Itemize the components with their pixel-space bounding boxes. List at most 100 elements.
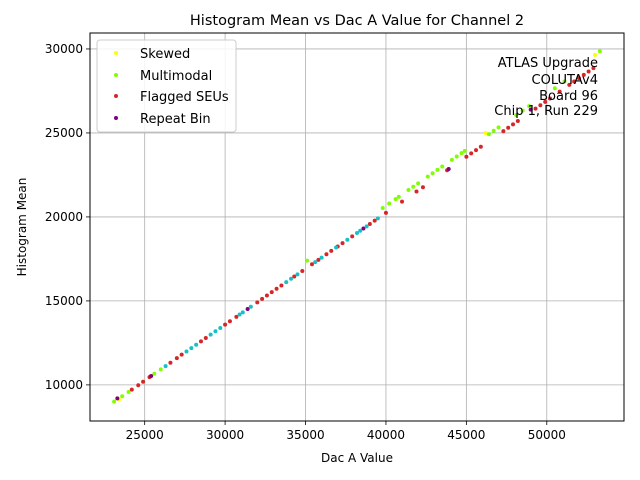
x-tick-label: 50000 bbox=[528, 428, 566, 442]
annotation-line-4: Chip 1, Run 229 bbox=[494, 104, 598, 119]
data-point-multimodal bbox=[430, 171, 435, 176]
data-point-flagged-seus bbox=[168, 360, 173, 365]
data-point-series-4 bbox=[319, 255, 324, 260]
data-point-flagged-seus bbox=[136, 383, 141, 388]
legend-label-repeat-bin: Repeat Bin bbox=[140, 112, 211, 127]
data-point-flagged-seus bbox=[591, 66, 596, 71]
y-tick-label: 20000 bbox=[45, 210, 83, 224]
data-point-flagged-seus bbox=[279, 283, 284, 288]
data-point-series-4 bbox=[375, 216, 380, 221]
data-point-series-4 bbox=[237, 312, 242, 317]
annotation-line-2: COLUTAv4 bbox=[532, 73, 598, 88]
data-point-multimodal bbox=[520, 108, 525, 113]
data-point-flagged-seus bbox=[316, 257, 321, 262]
data-point-series-4 bbox=[163, 364, 168, 369]
data-point-flagged-seus bbox=[533, 106, 538, 111]
x-tick-label: 30000 bbox=[206, 428, 244, 442]
data-point-flagged-seus bbox=[292, 274, 297, 279]
data-point-multimodal bbox=[440, 164, 445, 169]
data-point-skewed bbox=[593, 52, 598, 57]
data-point-multimodal bbox=[459, 151, 464, 156]
data-point-repeat-bin bbox=[361, 226, 366, 231]
y-tick-label: 25000 bbox=[45, 126, 83, 140]
data-point-multimodal bbox=[380, 206, 385, 211]
data-point-flagged-seus bbox=[372, 218, 377, 223]
data-point-series-4 bbox=[313, 260, 318, 265]
data-point-multimodal bbox=[491, 128, 496, 133]
data-point-flagged-seus bbox=[506, 125, 511, 130]
data-point-flagged-seus bbox=[515, 119, 520, 124]
data-point-flagged-seus bbox=[174, 356, 179, 361]
data-point-series-4 bbox=[364, 224, 369, 229]
data-point-flagged-seus bbox=[260, 296, 265, 301]
data-point-flagged-seus bbox=[264, 293, 269, 298]
data-point-series-4 bbox=[334, 245, 339, 250]
data-point-series-4 bbox=[208, 332, 213, 337]
data-point-flagged-seus bbox=[198, 339, 203, 344]
legend-label-flagged-seus: Flagged SEUs bbox=[140, 90, 229, 105]
data-point-multimodal bbox=[387, 201, 392, 206]
data-point-flagged-seus bbox=[255, 300, 260, 305]
data-point-flagged-seus bbox=[324, 252, 329, 257]
data-point-multimodal bbox=[152, 371, 157, 376]
data-point-series-4 bbox=[218, 325, 223, 330]
data-point-flagged-seus bbox=[203, 336, 208, 341]
legend: Skewed Multimodal Flagged SEUs Repeat Bi… bbox=[96, 39, 237, 133]
legend-marker-multimodal bbox=[114, 73, 118, 77]
x-tick-label: 25000 bbox=[126, 428, 164, 442]
data-point-flagged-seus bbox=[414, 189, 419, 194]
y-tick-label: 30000 bbox=[45, 42, 83, 56]
data-point-flagged-seus bbox=[141, 379, 146, 384]
data-point-series-4 bbox=[284, 280, 289, 285]
data-point-skewed bbox=[483, 130, 488, 135]
data-point-flagged-seus bbox=[179, 352, 184, 357]
legend-label-skewed: Skewed bbox=[140, 47, 190, 62]
data-point-flagged-seus bbox=[538, 103, 543, 108]
legend-label-multimodal: Multimodal bbox=[140, 69, 212, 84]
annotation-line-3: Board 96 bbox=[539, 89, 598, 104]
data-point-repeat-bin bbox=[115, 396, 120, 401]
data-point-multimodal bbox=[112, 399, 117, 404]
data-point-multimodal bbox=[562, 79, 567, 84]
data-point-series-4 bbox=[184, 349, 189, 354]
data-point-series-4 bbox=[248, 304, 253, 309]
data-point-multimodal bbox=[486, 132, 491, 137]
x-tick-label: 40000 bbox=[367, 428, 405, 442]
data-point-flagged-seus bbox=[274, 286, 279, 291]
data-point-flagged-seus bbox=[586, 69, 591, 74]
x-axis-label: Dac A Value bbox=[321, 451, 393, 465]
legend-marker-skewed bbox=[114, 51, 118, 55]
data-point-flagged-seus bbox=[543, 99, 548, 104]
data-point-flagged-seus bbox=[400, 199, 405, 204]
data-point-flagged-seus bbox=[227, 319, 232, 324]
data-point-multimodal bbox=[527, 104, 532, 109]
x-tick-label: 35000 bbox=[286, 428, 324, 442]
data-point-multimodal bbox=[158, 367, 163, 372]
annotation-box: ATLAS Upgrade COLUTAv4 Board 96 Chip 1, … bbox=[494, 56, 598, 119]
legend-marker-flagged-seus bbox=[114, 94, 118, 98]
data-point-flagged-seus bbox=[464, 154, 469, 159]
data-point-flagged-seus bbox=[350, 234, 355, 239]
data-point-multimodal bbox=[126, 389, 131, 394]
data-points bbox=[112, 49, 602, 404]
data-point-repeat-bin bbox=[528, 107, 533, 112]
data-point-series-4 bbox=[189, 346, 194, 351]
data-point-flagged-seus bbox=[329, 248, 334, 253]
data-point-flagged-seus bbox=[383, 210, 388, 215]
data-point-flagged-seus bbox=[478, 144, 483, 149]
data-point-multimodal bbox=[552, 86, 557, 91]
data-point-multimodal bbox=[120, 394, 125, 399]
data-point-flagged-seus bbox=[548, 96, 553, 101]
data-point-flagged-seus bbox=[511, 122, 516, 127]
data-point-multimodal bbox=[597, 49, 602, 54]
data-point-series-4 bbox=[289, 276, 294, 281]
data-point-series-4 bbox=[345, 237, 350, 242]
legend-marker-repeat-bin bbox=[114, 116, 118, 120]
chart-title: Histogram Mean vs Dac A Value for Channe… bbox=[190, 13, 524, 29]
data-point-multimodal bbox=[435, 167, 440, 172]
data-point-series-4 bbox=[240, 310, 245, 315]
data-point-flagged-seus bbox=[367, 221, 372, 226]
data-point-repeat-bin bbox=[245, 306, 250, 311]
data-point-series-4 bbox=[213, 329, 218, 334]
